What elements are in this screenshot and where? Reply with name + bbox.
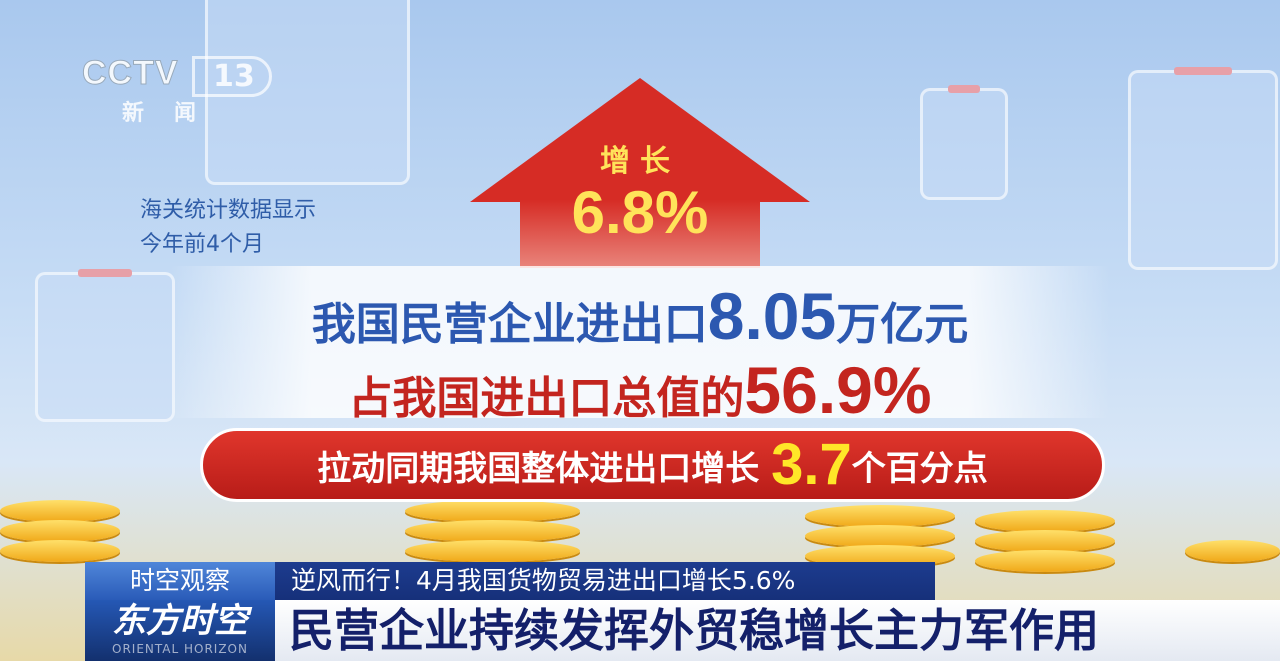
stat-export-value: 我国民营企业进出口8.05万亿元 <box>0 278 1280 354</box>
arrow-stem <box>520 200 760 268</box>
stat1-unit: 万亿元 <box>836 299 969 350</box>
arrow-head <box>470 78 810 202</box>
highlight-band <box>170 266 1110 418</box>
stat-contribution-pill: 拉动同期我国整体进出口增长 3.7个百分点 <box>200 428 1105 502</box>
stat2-value: 56.9% <box>744 353 932 427</box>
growth-label: 增长 <box>600 144 680 179</box>
logo-channel: CCTV <box>81 54 179 93</box>
stat3-prefix: 拉动同期我国整体进出口增长 <box>317 449 760 489</box>
stat1-value: 8.05 <box>707 279 837 353</box>
program-name: 东方时空 <box>112 601 248 641</box>
intro-line2: 今年前4个月 <box>140 232 264 257</box>
headline-bar: 逆风而行！4月我国货物贸易进出口增长5.6% <box>275 562 935 600</box>
growth-value: 6.8% <box>571 179 709 246</box>
segment-label: 时空观察 <box>85 562 275 600</box>
stat2-prefix: 占我国进出口总值的 <box>348 373 745 424</box>
intro-text: 海关统计数据显示 今年前4个月 <box>140 194 316 262</box>
stat-share: 占我国进出口总值的56.9% <box>0 352 1280 428</box>
logo-number: 13 <box>192 56 272 97</box>
main-title-bar: 民营企业持续发挥外贸稳增长主力军作用 <box>275 600 1280 661</box>
intro-line1: 海关统计数据显示 <box>140 198 317 223</box>
logo-subtitle: 新闻 <box>122 101 227 126</box>
channel-logo: CCTV 13 新闻 <box>81 54 272 127</box>
program-logo: 东方时空 ORIENTAL HORIZON <box>85 600 275 661</box>
program-name-en: ORIENTAL HORIZON <box>112 642 248 656</box>
stat3-unit: 个百分点 <box>851 449 988 489</box>
stat1-prefix: 我国民营企业进出口 <box>311 299 708 350</box>
growth-arrow: 增长 6.8% <box>470 78 810 268</box>
stat3-value: 3.7 <box>771 432 852 497</box>
